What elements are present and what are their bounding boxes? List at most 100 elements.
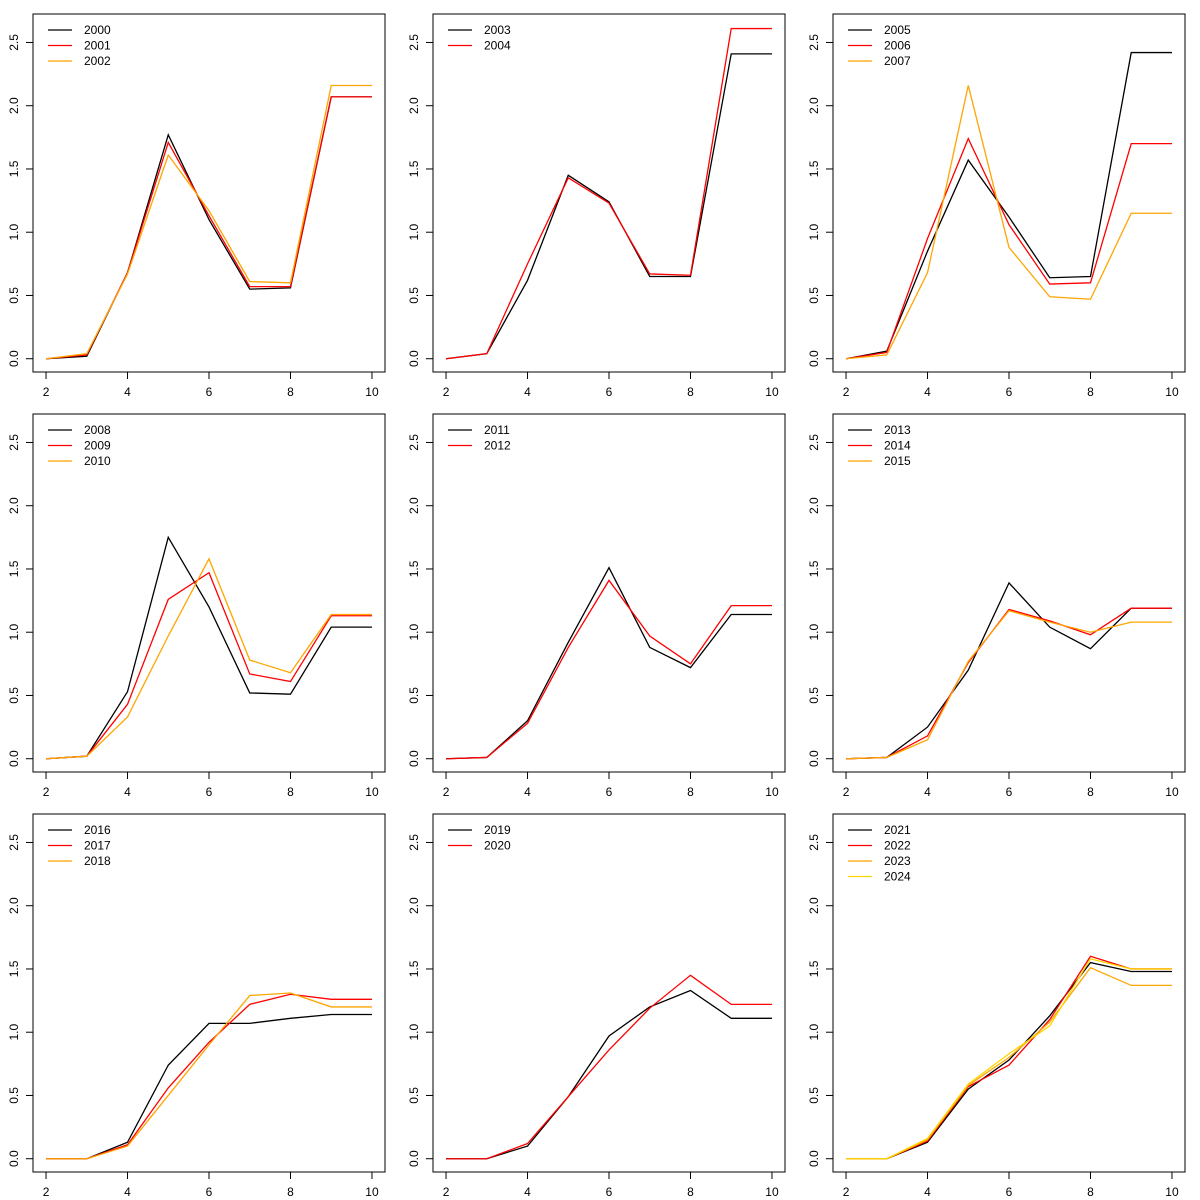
series-line — [845, 136, 1172, 360]
x-tick-label: 2 — [43, 785, 50, 799]
series-line — [446, 974, 772, 1160]
legend-label: 2013 — [884, 423, 911, 437]
legend-label: 2018 — [84, 854, 111, 868]
legend-label: 2010 — [84, 454, 111, 468]
x-tick-label: 4 — [124, 1185, 131, 1199]
y-tick-label: 2.5 — [807, 434, 821, 451]
series-line — [846, 581, 1172, 760]
y-tick-label: 1.5 — [407, 560, 421, 577]
x-tick-label: 6 — [606, 385, 613, 399]
legend-label: 2011 — [484, 423, 510, 437]
series-line — [46, 992, 372, 1160]
series-line — [846, 958, 1172, 1160]
x-tick-label: 4 — [924, 385, 931, 399]
y-tick-label: 2.5 — [807, 34, 821, 51]
y-tick-label: 2.0 — [807, 897, 821, 914]
x-tick-label: 2 — [843, 385, 850, 399]
y-tick-label: 1.0 — [7, 1024, 21, 1041]
y-tick-label: 0.0 — [807, 1150, 821, 1167]
series-line — [45, 96, 372, 360]
x-tick-label: 2 — [43, 1185, 50, 1199]
y-tick-label: 2.5 — [407, 434, 421, 451]
x-tick-label: 6 — [206, 785, 213, 799]
x-tick-label: 6 — [606, 785, 613, 799]
y-tick-label: 1.5 — [807, 160, 821, 177]
y-tick-label: 2.0 — [407, 97, 421, 114]
legend-label: 2001 — [84, 39, 111, 53]
y-tick-label: 0.5 — [407, 1087, 421, 1104]
x-tick-label: 10 — [1165, 1185, 1179, 1199]
x-tick-label: 6 — [1006, 785, 1013, 799]
legend-label: 2022 — [884, 839, 911, 853]
y-tick-label: 2.0 — [407, 497, 421, 514]
legend-label: 2005 — [884, 23, 911, 37]
y-tick-label: 1.0 — [807, 1024, 821, 1041]
x-tick-label: 8 — [687, 1185, 694, 1199]
y-tick-label: 1.0 — [807, 224, 821, 241]
y-tick-label: 0.5 — [7, 687, 21, 704]
legend-label: 2006 — [884, 39, 911, 53]
y-tick-label: 1.0 — [7, 624, 21, 641]
x-tick-label: 10 — [765, 785, 779, 799]
panel: 2 4 6 8 10 0.0 0.5 1.0 1.5 2.0 2.5 2011 2012 — [407, 413, 786, 799]
series-line — [446, 579, 772, 760]
x-tick-label: 10 — [365, 385, 379, 399]
legend-label: 2003 — [484, 23, 511, 37]
plot-frame — [432, 13, 786, 373]
y-tick-label: 1.5 — [407, 160, 421, 177]
x-tick-label: 6 — [206, 385, 213, 399]
y-tick-label: 0.0 — [407, 350, 421, 367]
x-tick-label: 8 — [287, 785, 294, 799]
y-tick-label: 1.0 — [407, 1024, 421, 1041]
y-tick-label: 2.0 — [7, 897, 21, 914]
x-tick-label: 8 — [1087, 785, 1094, 799]
legend-label: 2019 — [484, 823, 511, 837]
x-tick-label: 10 — [1165, 385, 1179, 399]
y-tick-label: 0.0 — [407, 750, 421, 767]
x-tick-label: 10 — [365, 785, 379, 799]
x-tick-label: 8 — [687, 385, 694, 399]
x-tick-label: 4 — [924, 785, 931, 799]
series-line — [446, 566, 772, 760]
x-tick-label: 8 — [1087, 385, 1094, 399]
y-tick-label: 1.5 — [7, 960, 21, 977]
y-tick-label: 2.5 — [407, 34, 421, 51]
legend-label: 2017 — [84, 839, 111, 853]
y-tick-label: 2.0 — [7, 97, 21, 114]
y-tick-label: 0.5 — [407, 287, 421, 304]
series-line — [46, 1013, 372, 1160]
y-tick-label: 1.5 — [807, 560, 821, 577]
x-tick-label: 10 — [765, 1185, 779, 1199]
x-tick-label: 2 — [443, 785, 450, 799]
legend-label: 2021 — [884, 823, 911, 837]
x-tick-label: 8 — [287, 1185, 294, 1199]
legend-label: 2002 — [84, 54, 111, 68]
y-tick-label: 2.5 — [407, 834, 421, 851]
x-tick-label: 8 — [287, 385, 294, 399]
series-line — [46, 993, 372, 1160]
x-tick-label: 2 — [443, 1185, 450, 1199]
series-line — [445, 27, 772, 360]
x-tick-label: 4 — [524, 1185, 531, 1199]
legend-label: 2016 — [84, 823, 111, 837]
y-tick-label: 0.0 — [807, 750, 821, 767]
plot-frame — [432, 413, 786, 773]
legend-label: 2014 — [884, 439, 911, 453]
x-tick-label: 4 — [124, 385, 131, 399]
y-tick-label: 0.0 — [807, 350, 821, 367]
legend-label: 2007 — [884, 54, 911, 68]
y-tick-label: 0.5 — [807, 687, 821, 704]
series-line — [846, 961, 1172, 1160]
series-line — [45, 571, 372, 760]
y-tick-label: 0.0 — [7, 1150, 21, 1167]
x-tick-label: 10 — [765, 385, 779, 399]
y-tick-label: 2.5 — [7, 434, 21, 451]
y-tick-label: 1.5 — [7, 560, 21, 577]
series-line — [446, 989, 772, 1160]
y-tick-label: 1.5 — [407, 960, 421, 977]
